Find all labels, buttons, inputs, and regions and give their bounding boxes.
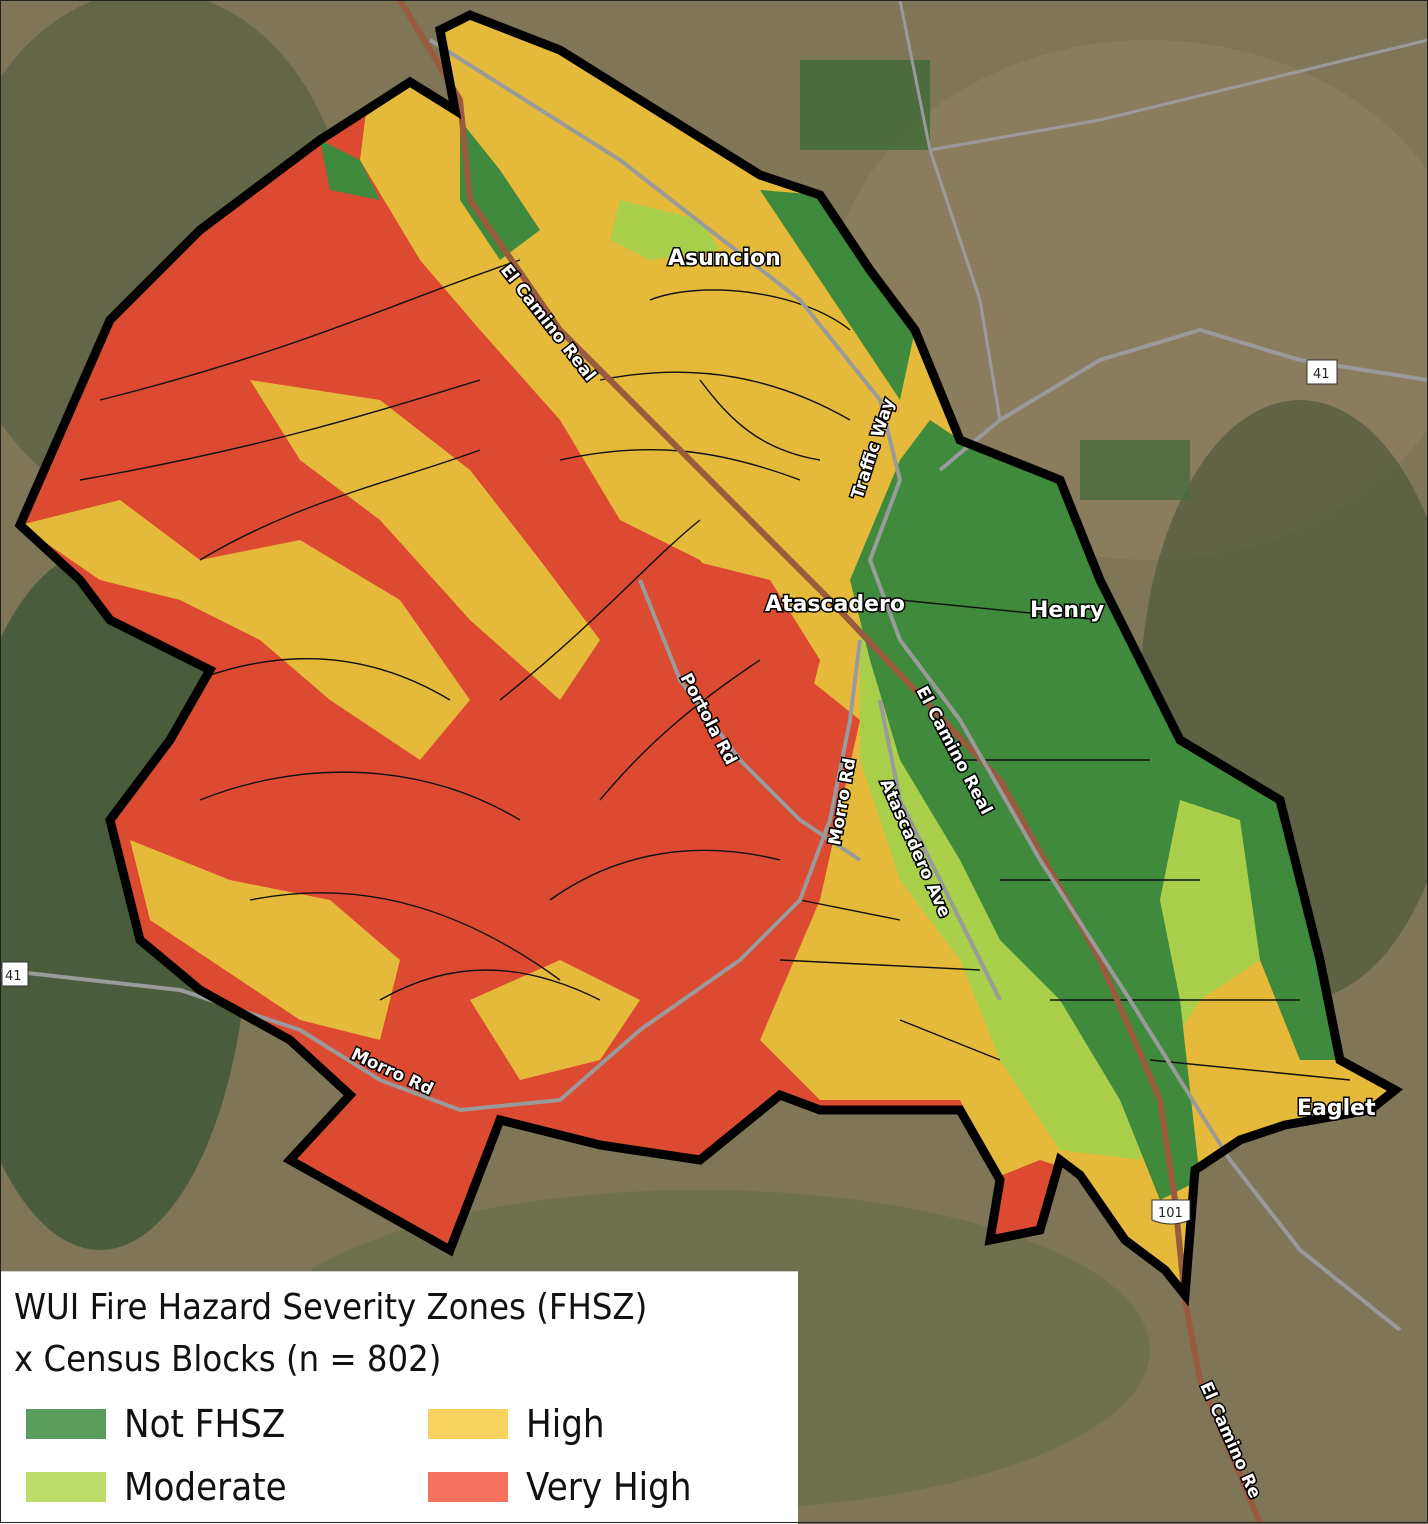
- legend-swatch: [26, 1409, 106, 1439]
- zone-not-fhsz: [320, 140, 380, 200]
- zone-high: [130, 840, 400, 1040]
- us-101-shield-icon: 101: [1151, 1199, 1191, 1225]
- highway-101: [397, 0, 1263, 1523]
- zone-not-fhsz: [460, 120, 540, 260]
- legend-title-line1: WUI Fire Hazard Severity Zones (FHSZ): [14, 1287, 648, 1328]
- legend-swatch: [428, 1472, 508, 1502]
- legend-label: Very High: [526, 1465, 692, 1509]
- zone-high: [20, 500, 470, 760]
- portola-rd-road: [638, 579, 862, 862]
- morro-rd-road: [0, 639, 862, 1113]
- atascadero-ave-road: [878, 699, 1002, 1001]
- svg-text:101: 101: [1158, 1206, 1183, 1221]
- map-legend: WUI Fire Hazard Severity Zones (FHSZ) x …: [0, 1271, 798, 1524]
- legend-item-very-high: Very High: [428, 1465, 710, 1509]
- legend-label: High: [526, 1402, 605, 1446]
- highway-shield-41: 41: [1, 961, 29, 987]
- legend-title: WUI Fire Hazard Severity Zones (FHSZ) x …: [14, 1282, 647, 1386]
- legend-item-moderate: Moderate: [26, 1465, 305, 1509]
- place-label-atascadero: Atascadero: [765, 592, 905, 617]
- zone-moderate: [610, 200, 720, 260]
- legend-swatch: [428, 1409, 508, 1439]
- zone-high: [470, 960, 640, 1080]
- zone-not-fhsz: [850, 420, 1340, 1200]
- el-camino-real-road: [428, 38, 1402, 1332]
- zone-very-high: [680, 560, 820, 760]
- legend-label: Moderate: [124, 1465, 287, 1509]
- zone-high: [250, 380, 600, 700]
- legend-label: Not FHSZ: [124, 1402, 286, 1446]
- svg-text:41: 41: [5, 969, 22, 984]
- zone-not-fhsz: [760, 190, 915, 400]
- svg-text:41: 41: [1313, 367, 1330, 382]
- legend-item-not-fhsz: Not FHSZ: [26, 1402, 303, 1446]
- place-label-eaglet: Eaglet: [1297, 1096, 1376, 1121]
- legend-item-high: High: [428, 1402, 613, 1446]
- highway-shield-41: 41: [1306, 359, 1338, 385]
- place-label-henry: Henry: [1030, 598, 1104, 623]
- legend-title-line2: x Census Blocks (n = 802): [14, 1339, 442, 1380]
- place-label-asuncion: Asuncion: [668, 246, 781, 271]
- legend-swatch: [26, 1472, 106, 1502]
